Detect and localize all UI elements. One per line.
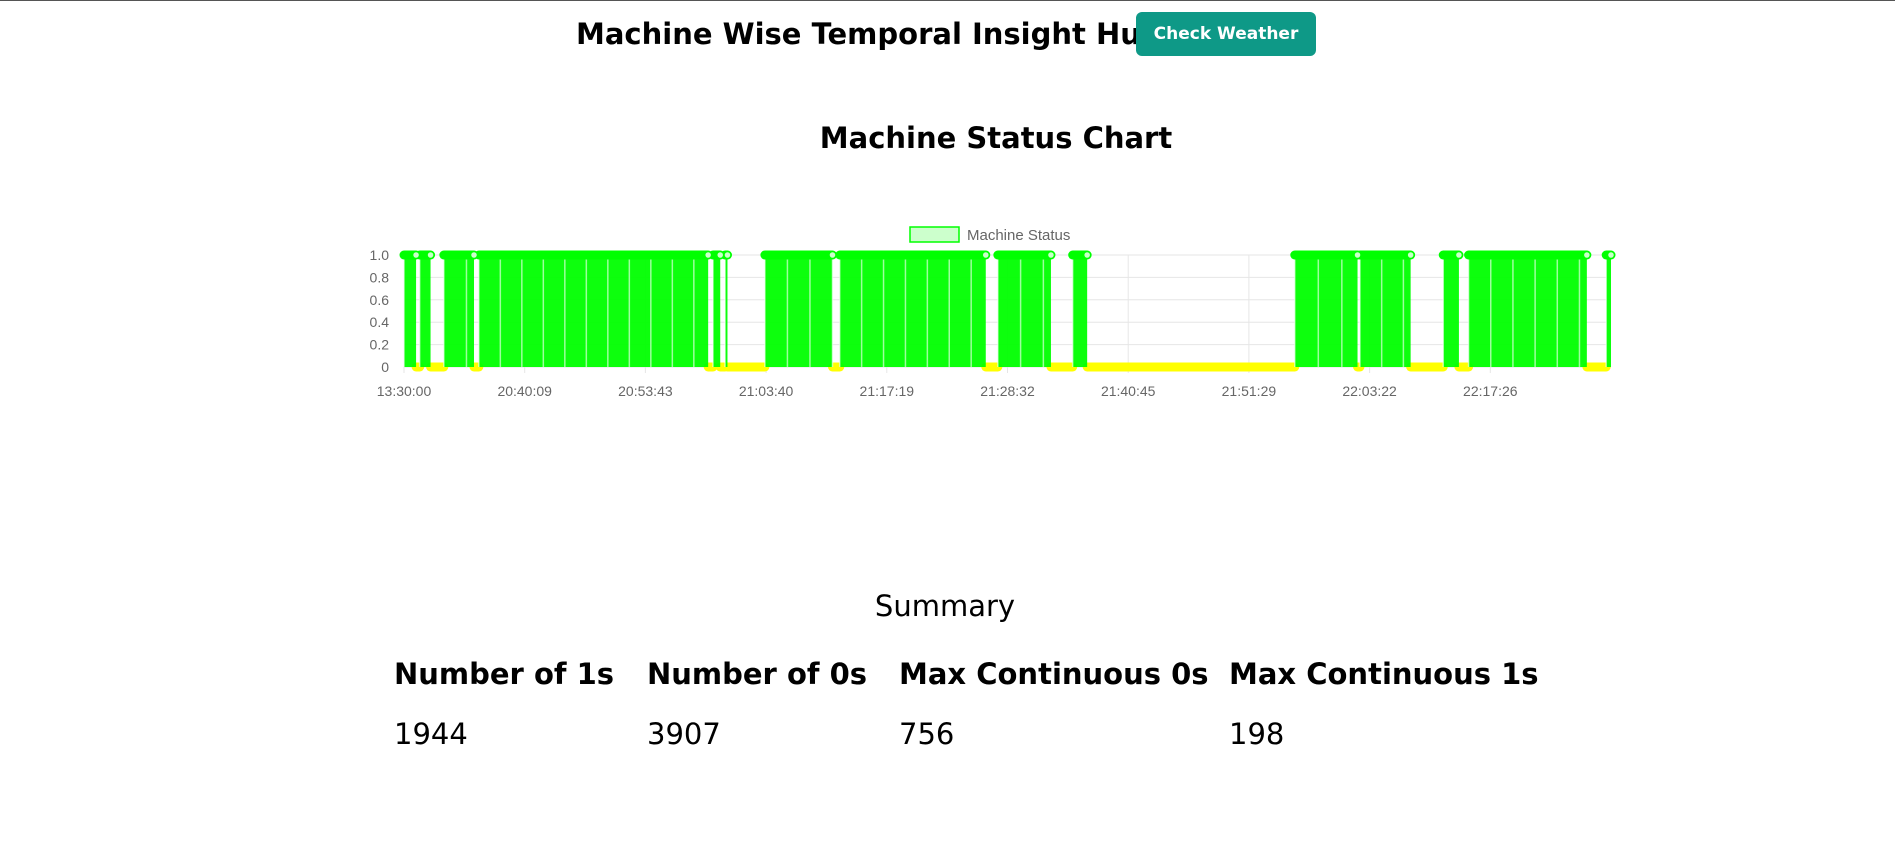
status-point [426, 250, 435, 260]
y-tick-label: 1.0 [370, 247, 390, 263]
x-tick-label: 13:30:00 [377, 383, 432, 399]
status-on-segment [1359, 255, 1411, 367]
status-series [399, 250, 1616, 372]
status-point [1406, 250, 1415, 260]
stat-value: 1944 [394, 717, 468, 751]
y-tick-label: 0.4 [370, 314, 390, 330]
status-point [828, 250, 837, 260]
stat-label: Max Continuous 0s [899, 657, 1209, 691]
status-on-segment [443, 255, 475, 367]
stat-value: 3907 [647, 717, 721, 751]
status-on-segment [1072, 255, 1088, 367]
stat-label: Number of 1s [394, 657, 615, 691]
stat-number-of-1s: Number of 1s 1944 [394, 654, 614, 754]
stat-value: 198 [1229, 717, 1285, 751]
stat-label: Max Continuous 1s [1229, 657, 1539, 691]
legend-swatch[interactable] [909, 226, 960, 243]
status-point [1353, 250, 1362, 260]
status-point [1454, 250, 1464, 260]
y-tick-label: 0 [381, 359, 389, 375]
header: Machine Wise Temporal Insight Hub Check … [0, 12, 1895, 58]
chart-title: Machine Status Chart [819, 121, 1173, 155]
stat-max-continuous-0s: Max Continuous 0s 756 [899, 654, 1209, 754]
status-point [715, 250, 725, 260]
status-on-segment [712, 255, 721, 367]
x-tick-label: 21:40:45 [1101, 383, 1156, 399]
status-point [1046, 250, 1056, 260]
stat-label: Number of 0s [647, 657, 868, 691]
status-point [469, 250, 479, 260]
status-point [703, 250, 713, 260]
check-weather-button[interactable]: Check Weather [1136, 12, 1316, 56]
status-on-segment [404, 255, 417, 367]
window-top-border [0, 0, 1895, 1]
page-title: Machine Wise Temporal Insight Hub [576, 17, 1162, 51]
legend-label: Machine Status [967, 227, 1070, 244]
status-point [411, 250, 421, 260]
status-point [1082, 250, 1092, 260]
status-on-segment [1606, 255, 1611, 367]
x-tick-label: 20:40:09 [497, 383, 552, 399]
x-axis-ticks: 13:30:00 20:40:09 20:53:43 21:03:40 21:17:19… [377, 383, 1518, 399]
stat-max-continuous-1s: Max Continuous 1s 198 [1229, 654, 1539, 754]
y-axis-ticks: 0 0.2 0.4 0.6 0.8 1.0 [370, 247, 390, 375]
y-tick-label: 0.8 [370, 269, 390, 285]
y-tick-label: 0.2 [370, 337, 390, 353]
x-tick-label: 21:03:40 [739, 383, 794, 399]
status-on-segment [997, 255, 1051, 367]
x-tick-label: 22:03:22 [1342, 383, 1397, 399]
machine-status-chart[interactable]: Machine Status 0 0.2 0.4 0.6 0.8 1.0 13:30:00… [0, 0, 1895, 420]
stat-value: 756 [899, 717, 955, 751]
status-on-segment [764, 255, 833, 367]
x-tick-label: 22:17:26 [1463, 383, 1518, 399]
x-tick-label: 21:51:29 [1222, 383, 1277, 399]
status-point [981, 250, 991, 260]
status-point [723, 250, 732, 260]
status-on-segment [1443, 255, 1459, 367]
status-on-segment [1468, 255, 1587, 367]
status-on-segment [725, 255, 728, 367]
status-on-segment [839, 255, 986, 367]
y-tick-label: 0.6 [370, 292, 390, 308]
stat-number-of-0s: Number of 0s 3907 [647, 654, 867, 754]
status-on-segment [1294, 255, 1358, 367]
x-tick-label: 20:53:43 [618, 383, 673, 399]
status-point [1606, 250, 1616, 260]
x-tick-label: 21:17:19 [860, 383, 915, 399]
status-on-segment [419, 255, 431, 367]
summary-heading: Summary [874, 589, 1016, 623]
status-point [1582, 250, 1592, 260]
x-tick-label: 21:28:32 [980, 383, 1035, 399]
status-on-segment [478, 255, 709, 367]
